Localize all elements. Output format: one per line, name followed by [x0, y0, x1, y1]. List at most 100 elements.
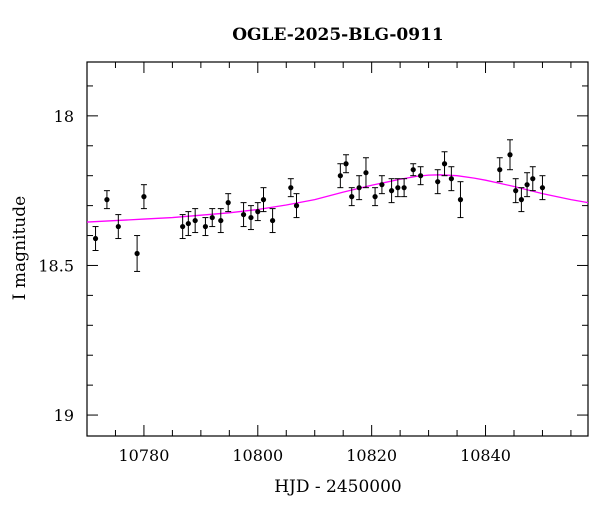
point-marker: [260, 197, 267, 203]
data-point: [217, 208, 224, 234]
data-point: [343, 154, 350, 174]
x-tick-label: 10820: [346, 446, 397, 465]
data-point: [202, 217, 209, 237]
data-point: [260, 187, 267, 213]
point-marker: [134, 250, 140, 257]
data-point: [254, 202, 261, 222]
data-point: [496, 157, 503, 183]
data-point: [372, 187, 379, 207]
data-point: [185, 211, 192, 237]
point-marker: [269, 217, 276, 224]
point-marker: [192, 217, 198, 224]
data-point: [410, 163, 417, 177]
point-marker: [293, 203, 300, 209]
point-marker: [524, 182, 530, 188]
data-point: [348, 187, 355, 207]
point-marker: [448, 176, 454, 182]
axis-ticks: [87, 62, 588, 436]
data-point: [92, 226, 99, 251]
point-marker: [288, 185, 294, 191]
data-point: [524, 172, 531, 198]
point-marker: [185, 220, 191, 227]
data-point: [247, 205, 254, 231]
data-point: [192, 208, 199, 234]
data-point: [337, 163, 344, 189]
point-marker: [356, 185, 362, 191]
point-marker: [343, 161, 349, 167]
point-marker: [240, 211, 247, 218]
data-point: [388, 178, 395, 204]
point-marker: [457, 197, 464, 203]
point-marker: [530, 176, 536, 182]
point-marker: [435, 179, 441, 185]
data-point: [507, 139, 514, 171]
data-point: [115, 214, 122, 240]
data-point: [394, 178, 401, 198]
data-point: [512, 178, 519, 204]
data-point: [225, 193, 232, 213]
point-marker: [518, 197, 524, 203]
model-curve: [86, 174, 589, 223]
point-marker: [92, 235, 99, 242]
point-marker: [225, 200, 231, 206]
data-point: [140, 184, 147, 210]
point-marker: [441, 161, 448, 167]
data-point: [179, 214, 186, 240]
point-marker: [248, 214, 254, 221]
y-axis-label: I magnitude: [10, 196, 30, 300]
point-marker: [337, 173, 343, 179]
data-point: [539, 175, 546, 201]
data-point: [287, 178, 294, 198]
data-point: [103, 190, 110, 210]
point-marker: [363, 170, 369, 176]
data-point: [293, 193, 300, 219]
data-point: [134, 235, 141, 272]
x-tick-label: 10780: [118, 446, 169, 465]
y-tick-label: 18.5: [38, 256, 74, 275]
data-point: [457, 181, 464, 219]
data-point: [448, 166, 455, 192]
point-marker: [202, 223, 209, 230]
data-point: [356, 175, 363, 201]
point-marker: [401, 185, 407, 191]
x-tick-label: 10800: [232, 446, 283, 465]
y-tick-label: 19: [54, 406, 74, 425]
point-marker: [418, 173, 424, 179]
point-marker: [507, 152, 513, 158]
data-point: [209, 208, 216, 228]
data-point: [269, 208, 276, 234]
x-axis-label: HJD - 2450000: [274, 477, 402, 497]
chart-title: OGLE-2025-BLG-0911: [232, 25, 444, 45]
plot-frame: [86, 61, 589, 437]
point-marker: [104, 197, 110, 203]
data-point: [240, 202, 247, 228]
point-marker: [497, 167, 503, 173]
point-marker: [395, 185, 401, 191]
point-marker: [180, 223, 186, 230]
point-marker: [218, 217, 224, 224]
tick-labels: 10780 10800 10820 10840 18 18.5 19: [38, 107, 511, 465]
point-marker: [255, 209, 261, 215]
data-point: [441, 151, 448, 177]
data-point: [434, 169, 441, 195]
point-marker: [513, 188, 519, 194]
point-marker: [115, 223, 121, 230]
data-point: [518, 187, 525, 213]
point-marker: [539, 185, 546, 191]
x-tick-label: 10840: [460, 446, 511, 465]
data-point: [401, 178, 408, 198]
y-tick-label: 18: [54, 107, 74, 126]
data-point: [378, 175, 385, 195]
data-point: [417, 166, 424, 186]
data-point: [529, 166, 536, 192]
point-marker: [410, 167, 416, 173]
point-marker: [209, 214, 215, 221]
data-point: [362, 157, 369, 189]
data-points: [92, 139, 546, 272]
point-marker: [372, 194, 378, 200]
point-marker: [141, 194, 147, 200]
point-marker: [388, 188, 395, 194]
point-marker: [379, 182, 385, 188]
point-marker: [349, 194, 355, 200]
